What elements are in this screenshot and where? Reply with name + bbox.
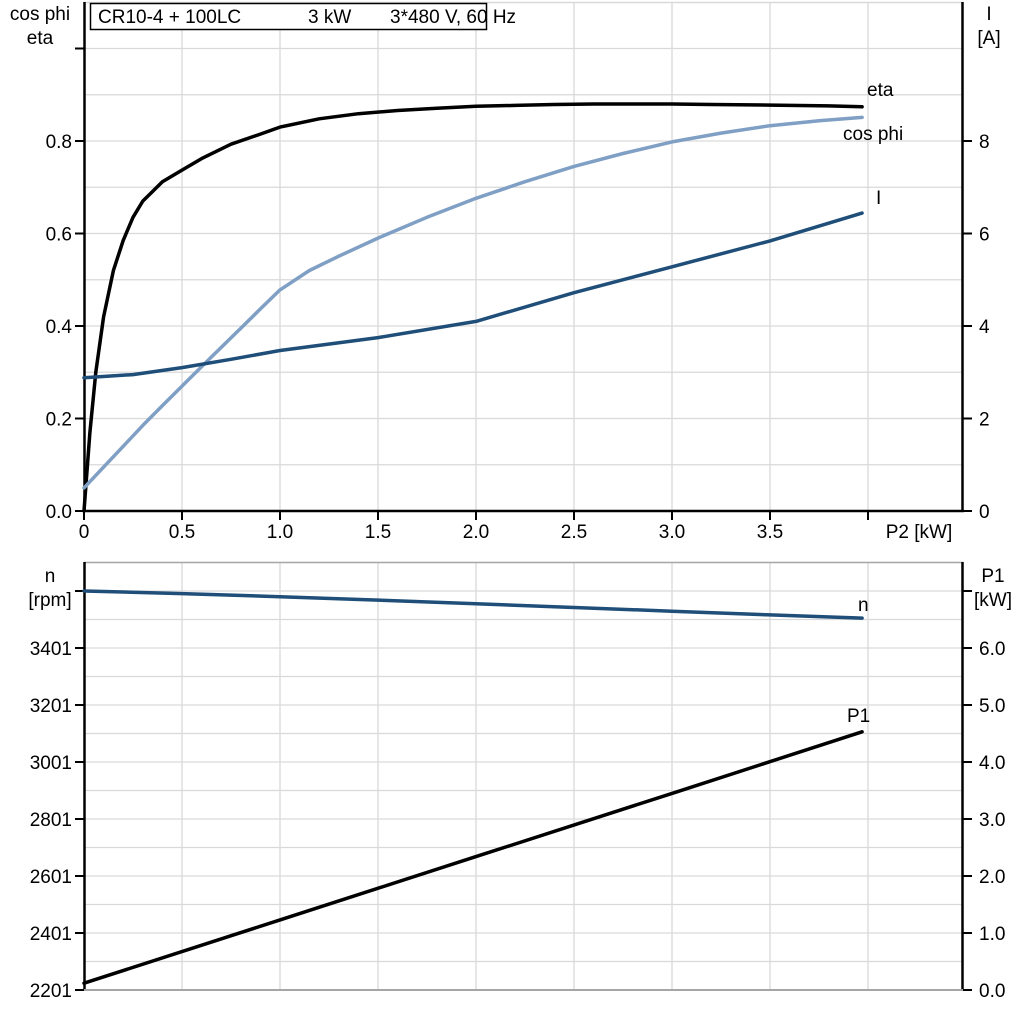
current-curve-label: I (876, 188, 881, 209)
left-tick-label: 0.4 (46, 317, 73, 338)
bottom-left-axis-label-line2: [rpm] (28, 590, 71, 611)
x-tick-label: 2.0 (463, 522, 489, 543)
left-tick-label: 2601 (30, 867, 72, 888)
title-voltage: 3*480 V, 60 Hz (390, 7, 516, 28)
right-tick-label: 6.0 (979, 639, 1005, 660)
bottom-plot-frame (83, 561, 964, 991)
top-plot-ticks: 0.0 0.2 0.4 0.6 0.8 0 2 4 6 8 0 0.5 1.0 1.5 2.0 2.5 3.0 3… (46, 47, 990, 543)
n-curve (82, 589, 864, 620)
left-tick-label: 2801 (30, 810, 72, 831)
x-tick-label: 3.5 (757, 522, 783, 543)
right-tick-label: 1.0 (979, 924, 1005, 945)
bottom-plot-curves (82, 589, 864, 985)
left-tick-label: 3401 (30, 639, 72, 660)
top-plot-gridlines (84, 2, 963, 511)
left-tick-label: 3001 (30, 753, 72, 774)
top-right-axis-label-line1: I (986, 4, 991, 25)
title-power: 3 kW (308, 7, 351, 28)
cos phi-curve (82, 115, 864, 490)
right-tick-label: 0 (979, 502, 990, 523)
left-tick-label: 0.6 (46, 225, 72, 246)
top-left-axis-label-line2: eta (27, 28, 54, 49)
I-curve (82, 211, 864, 380)
right-tick-label: 2 (979, 410, 990, 431)
bottom-plot-gridlines (84, 562, 963, 990)
right-tick-label: 2.0 (979, 867, 1005, 888)
top-left-axis-label-line1: cos phi (10, 4, 70, 25)
x-tick-label: 0.5 (169, 522, 195, 543)
top-plot-frame (83, 1, 964, 513)
left-tick-label: 0.0 (46, 502, 72, 523)
right-tick-label: 4.0 (979, 753, 1005, 774)
right-tick-label: 8 (979, 132, 990, 153)
right-tick-label: 3.0 (979, 810, 1005, 831)
x-tick-label: 0 (79, 522, 90, 543)
right-tick-label: 0.0 (979, 981, 1005, 1002)
bottom-left-axis-label-line1: n (45, 566, 56, 587)
left-tick-label: 0.2 (46, 410, 72, 431)
right-tick-label: 6 (979, 225, 990, 246)
p1-curve-label: P1 (847, 706, 870, 727)
x-tick-label: 1.5 (365, 522, 391, 543)
right-tick-label: 5.0 (979, 696, 1005, 717)
x-tick-label: 1.0 (267, 522, 293, 543)
x-tick-label: 2.5 (561, 522, 587, 543)
top-plot-curves (82, 102, 864, 513)
top-right-axis-label-line2: [A] (977, 28, 1000, 49)
bottom-right-axis-label-line2: [kW] (974, 590, 1012, 611)
chart-title: CR10-4 + 100LC 3 kW 3*480 V, 60 Hz (98, 7, 516, 28)
eta-curve (82, 102, 864, 513)
left-tick-label: 3201 (30, 696, 72, 717)
right-tick-label: 4 (979, 317, 990, 338)
P1-curve (82, 730, 864, 985)
speed-curve-label: n (858, 595, 869, 616)
x-axis-label: P2 [kW] (886, 522, 953, 543)
chart-title-box (89, 2, 488, 31)
x-tick-label: 3.0 (659, 522, 685, 543)
title-model: CR10-4 + 100LC (98, 7, 241, 28)
bottom-right-axis-label-line1: P1 (981, 566, 1004, 587)
left-tick-label: 0.8 (46, 132, 72, 153)
left-tick-label: 2401 (30, 924, 72, 945)
eta-curve-label: eta (867, 80, 894, 101)
left-tick-label: 2201 (30, 981, 72, 1002)
bottom-plot-ticks: 2201 2401 2601 2801 3001 3201 3401 0.0 1.0 2.0 3.0… (30, 590, 1005, 1002)
cos-phi-curve-label: cos phi (843, 124, 903, 145)
